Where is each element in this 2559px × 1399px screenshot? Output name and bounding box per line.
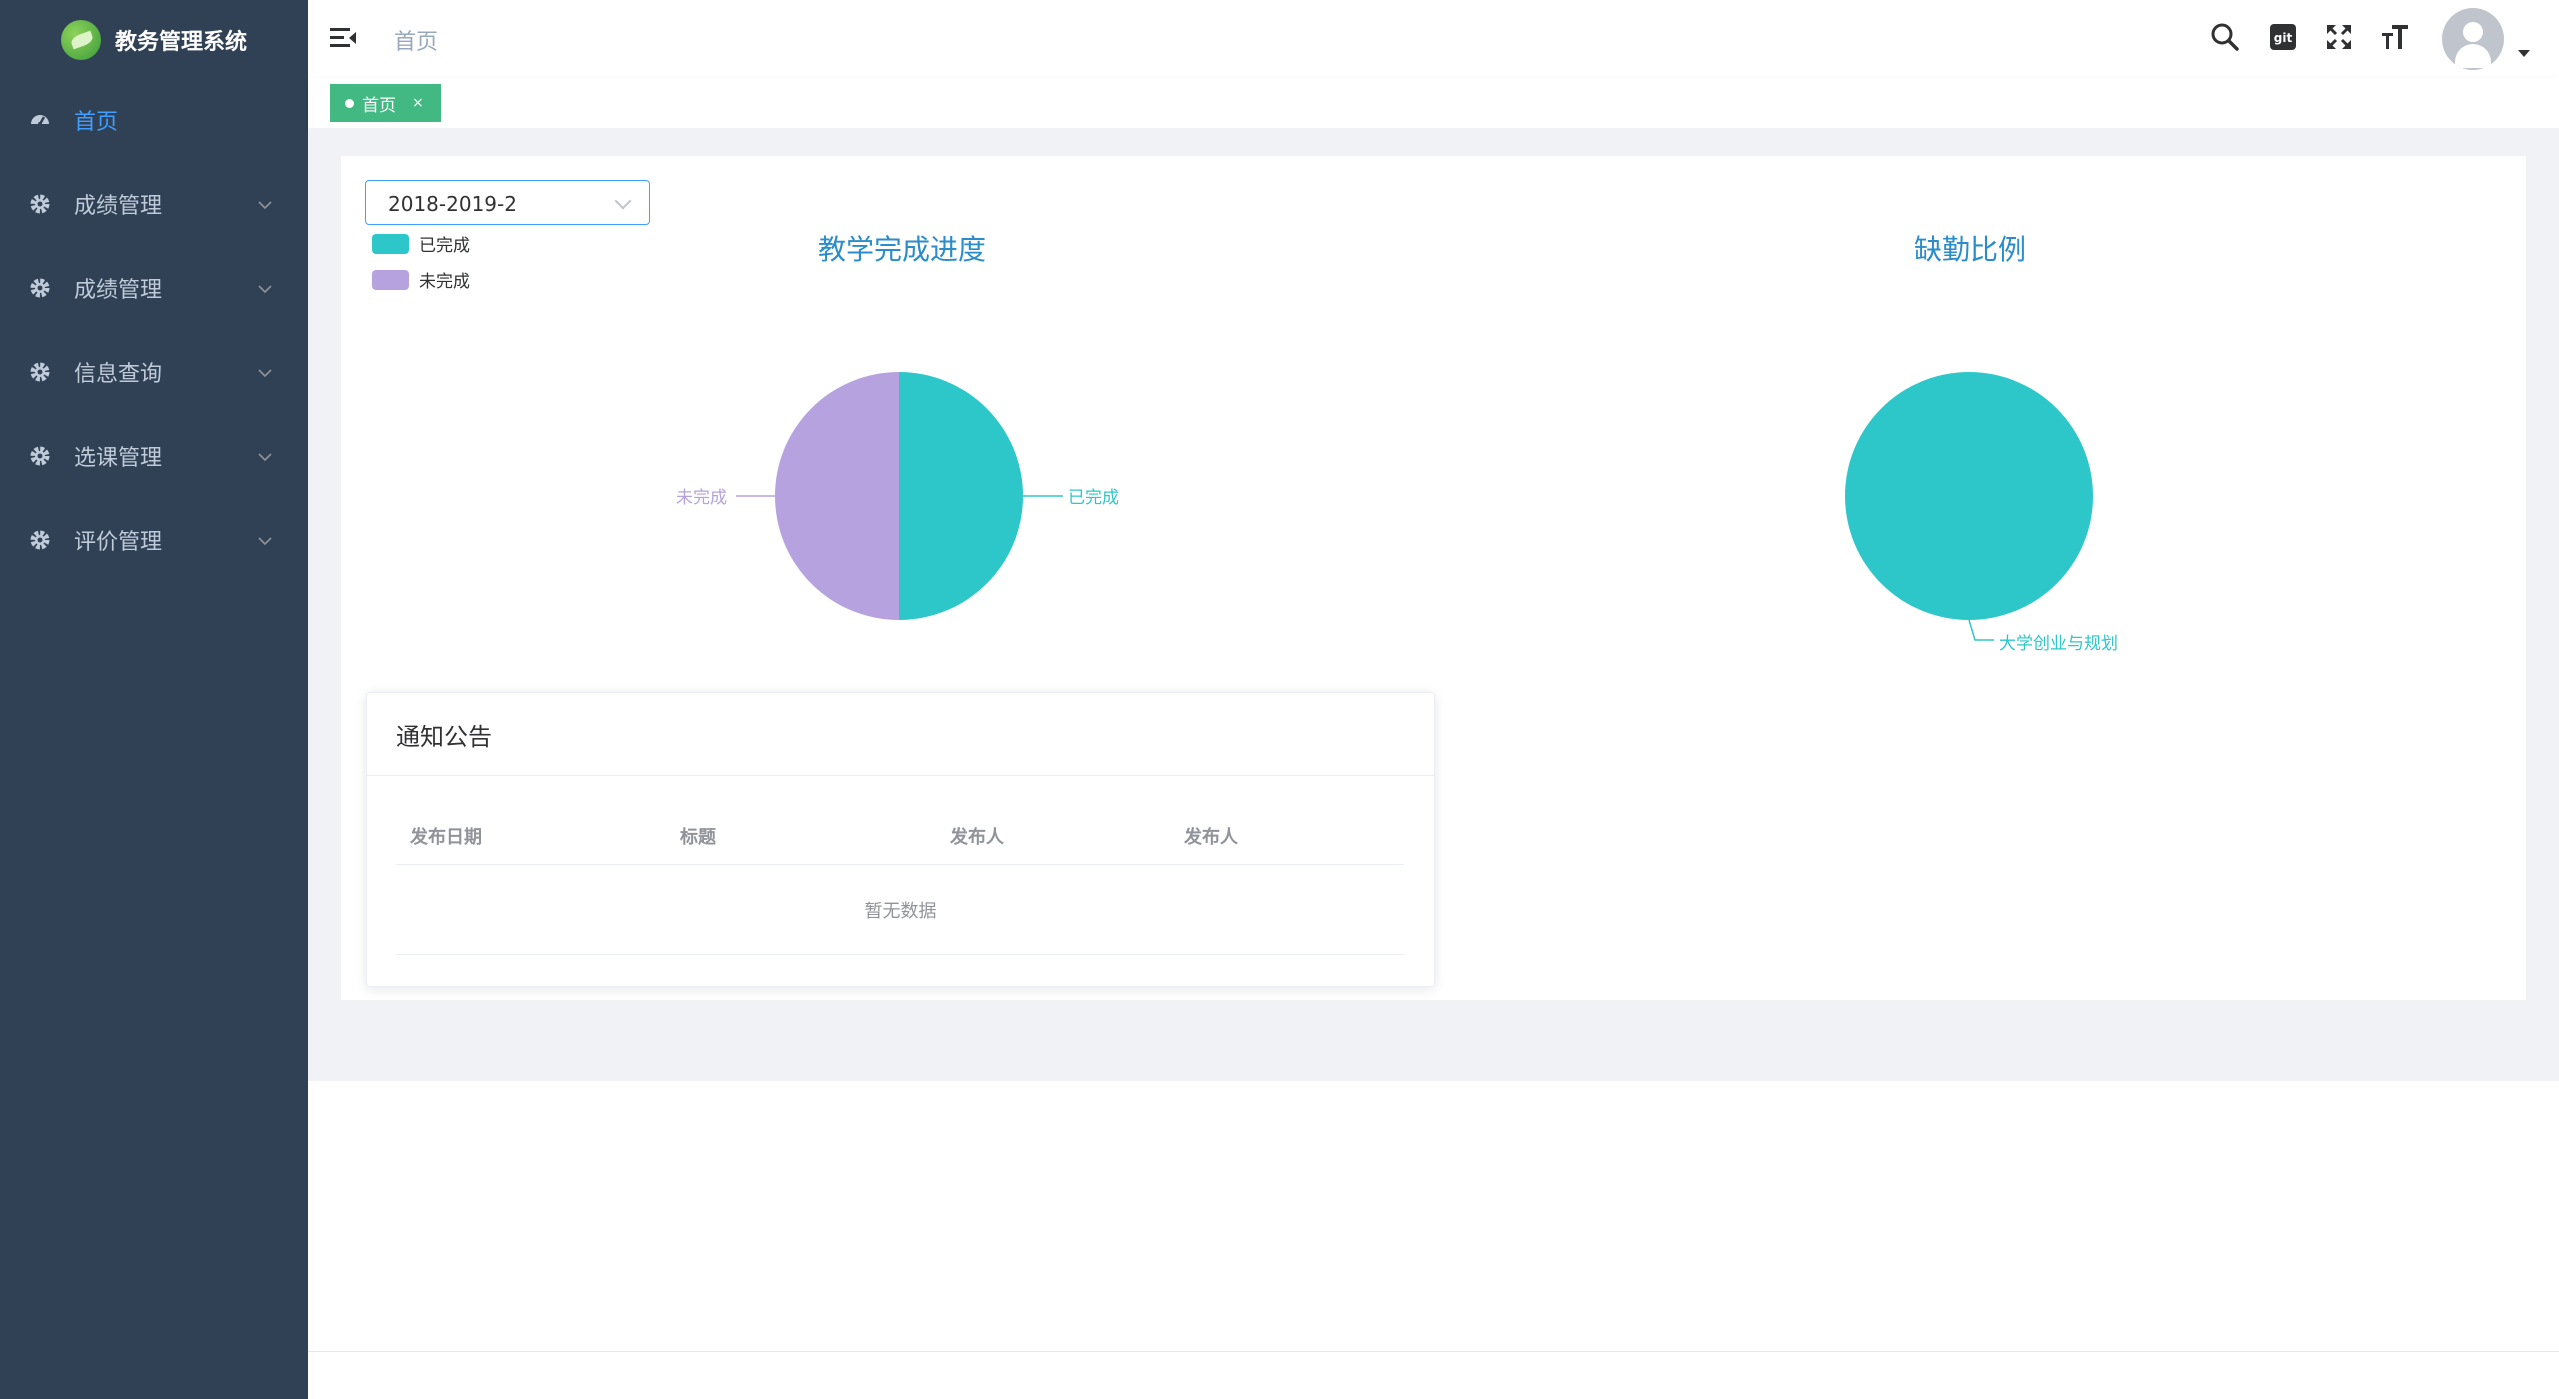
gear-icon — [29, 361, 51, 383]
git-icon[interactable]: git — [2266, 20, 2300, 54]
breadcrumb[interactable]: 首页 — [394, 30, 439, 55]
dashboard-icon — [29, 109, 51, 131]
sidebar-item-label: 选课管理 — [74, 446, 163, 471]
sidebar-item-course-selection[interactable]: 选课管理 — [0, 414, 308, 498]
column-header-title[interactable]: 标题 — [680, 827, 716, 848]
chevron-down-icon — [258, 363, 272, 382]
column-header-date[interactable]: 发布日期 — [410, 827, 482, 848]
navbar: 首页 git — [308, 0, 2559, 79]
gear-icon — [29, 193, 51, 215]
semester-select[interactable]: 2018-2019-2 — [365, 180, 650, 225]
legend-item-completed[interactable]: 已完成 — [372, 231, 470, 256]
empty-text: 暂无数据 — [864, 901, 937, 922]
sidebar-item-grades-2[interactable]: 成绩管理 — [0, 246, 308, 330]
app-title: 教务管理系统 — [114, 30, 247, 55]
sidebar-item-evaluation[interactable]: 评价管理 — [0, 498, 308, 582]
slice-label-course: 大学创业与规划 — [1999, 634, 2118, 654]
label-leader-line — [1968, 619, 1994, 641]
column-header-publisher[interactable]: 发布人 — [950, 827, 1004, 848]
pie-slice-0[interactable] — [1845, 372, 2093, 620]
card-header: 通知公告 — [367, 693, 1434, 776]
caret-down-icon[interactable] — [2518, 50, 2530, 57]
hamburger-icon[interactable] — [330, 26, 356, 50]
logo[interactable]: 教务管理系统 — [0, 0, 308, 80]
legend-label: 已完成 — [419, 236, 470, 256]
logo-icon — [60, 20, 101, 60]
pie-chart-absence — [1845, 372, 2093, 641]
sidebar-item-label: 成绩管理 — [74, 194, 163, 219]
gear-icon — [29, 445, 51, 467]
notice-card: 通知公告 发布日期 标题 发布人 发布人 暂无数据 — [366, 692, 1435, 987]
sidebar: 教务管理系统 首页 成绩管理 成绩管理 信息查询 — [0, 0, 308, 1399]
table-divider — [396, 864, 1404, 865]
legend-item-incomplete[interactable]: 未完成 — [372, 267, 470, 292]
table-divider — [396, 954, 1404, 955]
sidebar-item-label: 首页 — [74, 110, 119, 135]
legend-swatch — [372, 233, 409, 254]
avatar[interactable] — [2442, 8, 2504, 70]
legend-swatch — [372, 269, 409, 290]
sidebar-item-grades[interactable]: 成绩管理 — [0, 162, 308, 246]
gear-icon — [29, 529, 51, 551]
sidebar-item-label: 成绩管理 — [74, 278, 163, 303]
close-icon[interactable]: × — [412, 95, 424, 111]
search-icon[interactable] — [2208, 20, 2242, 54]
chevron-down-icon — [258, 279, 272, 298]
footer-divider — [308, 1351, 2559, 1352]
chart-title-absence: 缺勤比例 — [1914, 233, 2027, 266]
font-size-icon[interactable] — [2378, 20, 2412, 54]
pie-slice-1[interactable] — [775, 372, 899, 620]
card-title: 通知公告 — [396, 723, 492, 751]
column-header-publisher-2[interactable]: 发布人 — [1184, 827, 1238, 848]
svg-text:git: git — [2274, 31, 2293, 45]
slice-label-incomplete: 未完成 — [676, 488, 727, 508]
sidebar-item-label: 信息查询 — [74, 362, 163, 387]
tag-label: 首页 — [362, 95, 396, 116]
chevron-down-icon — [258, 531, 272, 550]
chevron-down-icon — [258, 195, 272, 214]
semester-select-value: 2018-2019-2 — [388, 192, 517, 216]
legend-label: 未完成 — [419, 272, 470, 292]
dot-icon — [345, 98, 354, 108]
pie-slice-0[interactable] — [899, 372, 1023, 620]
sidebar-item-home[interactable]: 首页 — [0, 78, 308, 162]
gear-icon — [29, 277, 51, 299]
fullscreen-icon[interactable] — [2322, 20, 2356, 54]
slice-label-completed: 已完成 — [1068, 488, 1119, 508]
sidebar-item-label: 评价管理 — [74, 530, 163, 555]
pie-chart-progress — [736, 372, 1063, 620]
chevron-down-icon — [258, 447, 272, 466]
tag-home[interactable]: 首页 × — [330, 84, 441, 122]
chart-title-progress: 教学完成进度 — [818, 233, 987, 266]
sidebar-item-info-query[interactable]: 信息查询 — [0, 330, 308, 414]
